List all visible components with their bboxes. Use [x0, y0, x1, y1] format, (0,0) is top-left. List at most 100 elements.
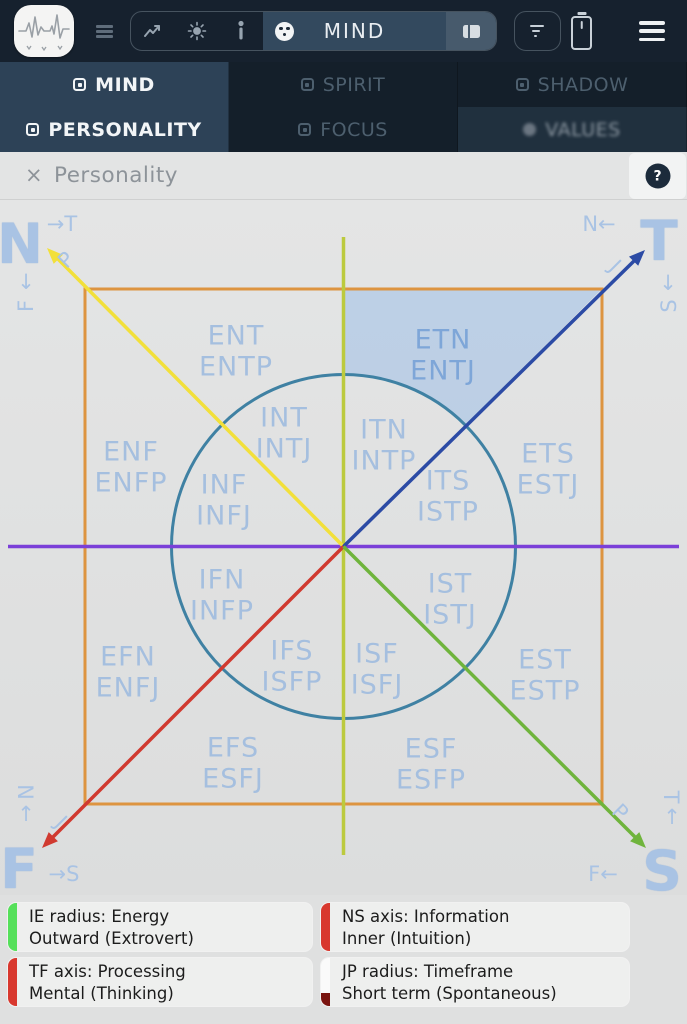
ne-diagonal [342, 257, 638, 548]
type-label-infp: IFN INFP [190, 564, 254, 627]
legend-card-tf: TF axis: Processing Mental (Thinking) [8, 958, 312, 1006]
rows-icon[interactable] [96, 25, 113, 38]
annotation-bottom-right-up-arrow: ↑ [663, 805, 681, 829]
sw-diagonal [49, 545, 345, 841]
tab-mind-label: MIND [95, 73, 155, 96]
nw-diagonal [54, 255, 345, 548]
corner-letter-f: F [0, 837, 38, 901]
chip-icon [300, 78, 314, 91]
body-icon[interactable] [219, 12, 263, 50]
panel-title: Personality [54, 163, 179, 188]
legend-title: IE radius: Energy [29, 907, 170, 926]
legend-subtitle: Mental (Thinking) [29, 983, 174, 1003]
tab-shadow-label: SHADOW [537, 73, 629, 96]
filter-button[interactable] [514, 11, 561, 51]
annotation-top-right-s: S [657, 299, 681, 313]
tab-spirit-label: SPIRIT [322, 73, 386, 96]
active-mode-label: MIND [323, 19, 386, 43]
tab-grid: MIND SPIRIT SHADOW PERSONALITY FOCUS VAL… [0, 62, 687, 152]
help-button[interactable]: ? [645, 163, 670, 189]
tab-personality-label: PERSONALITY [48, 118, 202, 141]
window-section[interactable] [446, 12, 496, 50]
mode-switcher: MIND [130, 11, 497, 51]
chip-icon [298, 123, 312, 136]
annotation-top-left-axis: →T [46, 212, 78, 236]
chip-icon [515, 78, 529, 91]
tab-values-label: VALUES [545, 118, 621, 141]
sw-arrowhead [42, 832, 58, 848]
type-label-enfj: EFN ENFJ [95, 641, 161, 704]
active-mode-section[interactable]: MIND [263, 12, 446, 50]
close-icon[interactable]: × [25, 163, 43, 187]
legend-subtitle: Inner (Intuition) [342, 928, 472, 948]
type-label-isfj: ISF ISFJ [350, 638, 404, 701]
legend-bar-red [321, 903, 330, 951]
mind-ball-icon [275, 21, 294, 41]
annotation-bottom-right-axis: F← [588, 862, 618, 886]
annotation-bottom-left-axis: →S [48, 862, 80, 886]
battery-icon [571, 16, 592, 50]
filter-icon [530, 24, 545, 38]
nw-arrowhead [47, 248, 63, 264]
annotation-top-left-down-arrow: ↓ [17, 270, 35, 294]
annotation-bottom-right-t: T [659, 790, 683, 804]
top-bar: MIND [0, 0, 687, 62]
type-label-enfp: ENF ENFP [94, 436, 168, 499]
ne-arrowhead [629, 250, 645, 266]
chip-icon [26, 123, 40, 136]
tab-values[interactable]: VALUES [458, 107, 687, 152]
circle-icon [523, 123, 537, 136]
legend-title: JP radius: Timeframe [342, 962, 514, 981]
window-icon [462, 24, 480, 38]
legend-bar-darkred-low [321, 958, 330, 1006]
type-label-estp: EST ESTP [509, 644, 581, 707]
menu-button[interactable] [639, 21, 665, 41]
personality-chart: N T F S →T P ↓ F N← J ↓ S N ↑ J →S T ↑ P… [0, 200, 687, 903]
legend-subtitle: Outward (Extrovert) [29, 928, 194, 948]
tab-focus-label: FOCUS [320, 118, 388, 141]
type-label-esfj: EFS ESFJ [202, 732, 264, 795]
type-label-infj: INF INFJ [196, 469, 252, 532]
type-label-entp: ENT ENTP [198, 320, 274, 383]
type-label-entj: ETN ENTJ [410, 324, 476, 387]
type-label-esfp: ESF ESFP [395, 733, 467, 796]
legend-subtitle: Short term (Spontaneous) [342, 983, 557, 1003]
type-label-intj: INT INTJ [255, 402, 313, 465]
app-logo-ecg-icon[interactable] [14, 5, 74, 57]
corner-letter-n: N [0, 212, 44, 276]
se-diagonal [342, 545, 639, 841]
type-label-isfp: IFS ISFP [261, 635, 323, 698]
annotation-top-left-f: F [14, 299, 38, 313]
legend-card-ns: NS axis: Information Inner (Intuition) [321, 903, 629, 951]
tab-spirit[interactable]: SPIRIT [229, 62, 458, 107]
legend: IE radius: Energy Outward (Extrovert) NS… [8, 903, 629, 1006]
se-arrowhead [630, 832, 646, 848]
annotation-bottom-left-up-arrow: ↑ [17, 802, 35, 826]
sun-icon[interactable] [175, 12, 219, 50]
legend-bar-green [8, 903, 17, 951]
tab-shadow[interactable]: SHADOW [458, 62, 687, 107]
corner-letter-t: T [640, 209, 678, 273]
help-strip: ? [629, 153, 686, 199]
tab-mind[interactable]: MIND [0, 62, 229, 107]
legend-title: TF axis: Processing [29, 962, 186, 981]
trend-icon[interactable] [131, 12, 175, 50]
legend-card-jp: JP radius: Timeframe Short term (Spontan… [321, 958, 629, 1006]
entj-highlight-region [343, 289, 602, 425]
annotation-bottom-left-n: N [13, 784, 37, 800]
type-label-estj: ETS ESTJ [516, 438, 580, 501]
tab-focus[interactable]: FOCUS [229, 107, 458, 152]
chip-icon [73, 78, 87, 91]
annotation-top-right-down-arrow: ↓ [659, 271, 677, 295]
tab-personality[interactable]: PERSONALITY [0, 107, 229, 152]
panel-header: × Personality ? [0, 152, 687, 200]
legend-bar-red [8, 958, 17, 1006]
annotation-top-right-axis: N← [582, 212, 616, 236]
corner-letter-s: S [642, 839, 682, 903]
type-label-intp: ITN INTP [351, 414, 417, 477]
legend-card-ie: IE radius: Energy Outward (Extrovert) [8, 903, 312, 951]
type-label-istj: IST ISTJ [423, 568, 477, 631]
chart-canvas [8, 237, 679, 855]
type-label-istp: ITS ISTP [417, 465, 479, 528]
